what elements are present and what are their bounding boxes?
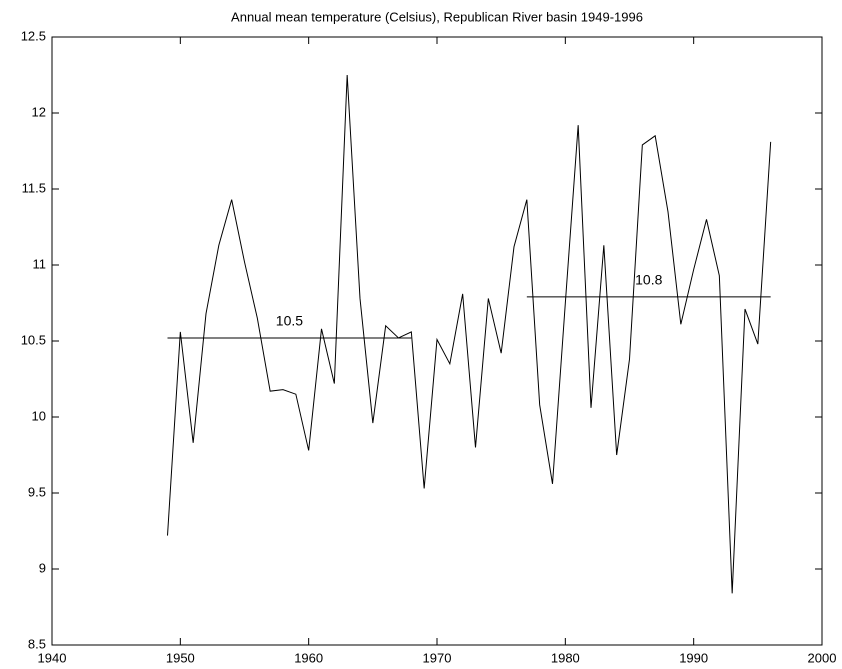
chart-title: Annual mean temperature (Celsius), Repub… — [231, 9, 643, 24]
y-tick-label: 9.5 — [28, 484, 46, 499]
y-tick-label: 10 — [32, 408, 46, 423]
x-tick-label: 1940 — [38, 650, 67, 665]
x-tick-label: 2000 — [808, 650, 837, 665]
mean-label: 10.8 — [635, 272, 662, 288]
data-line — [167, 74, 772, 594]
x-tick-label: 1960 — [294, 650, 323, 665]
y-tick-label: 10.5 — [21, 332, 46, 347]
mean-label: 10.5 — [276, 313, 303, 329]
y-tick-label: 9 — [39, 560, 46, 575]
x-tick-label: 1980 — [551, 650, 580, 665]
x-tick-label: 1990 — [679, 650, 708, 665]
x-tick-label: 1970 — [423, 650, 452, 665]
y-tick-label: 8.5 — [28, 636, 46, 651]
y-tick-label: 11 — [33, 256, 47, 271]
y-tick-label: 12 — [32, 104, 46, 119]
x-tick-label: 1950 — [166, 650, 195, 665]
y-tick-label: 12.5 — [21, 28, 46, 43]
y-tick-label: 11.5 — [22, 180, 46, 195]
